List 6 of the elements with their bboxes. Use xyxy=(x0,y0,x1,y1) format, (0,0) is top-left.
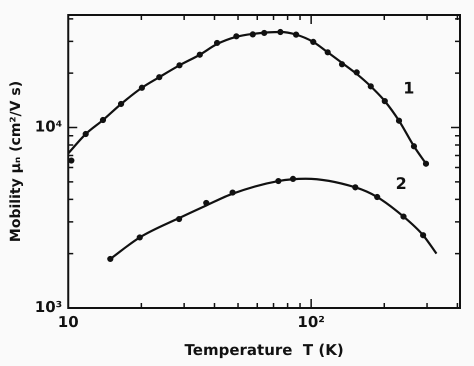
y-axis-title: Mobility μₙ (cm²/V s) xyxy=(8,80,24,242)
series-label: 1 xyxy=(403,78,414,98)
series-label: 2 xyxy=(396,174,407,194)
y-tick-label: 10⁴ xyxy=(34,117,62,136)
x-tick-label: 10² xyxy=(297,312,325,331)
x-axis-title: Temperature T (K) xyxy=(184,340,344,359)
